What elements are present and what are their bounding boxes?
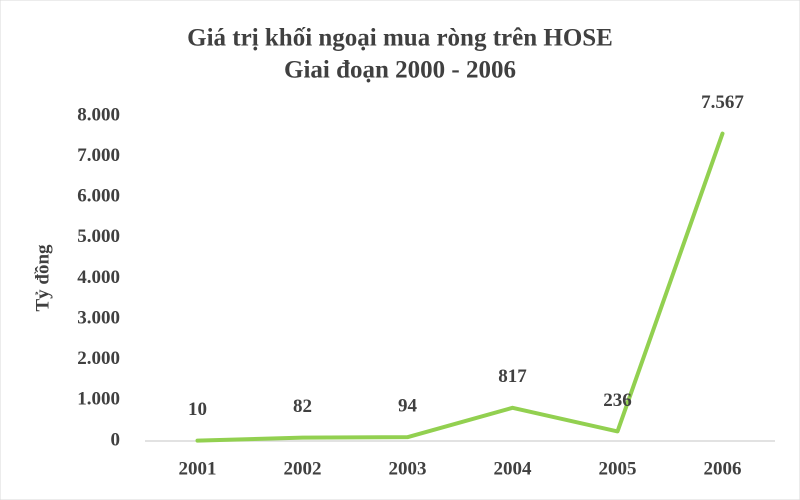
x-tick-label: 2004 — [494, 458, 533, 479]
data-label: 82 — [293, 396, 312, 417]
data-label: 10 — [188, 399, 207, 420]
y-tick-label: 0 — [111, 429, 121, 450]
x-tick-label: 2001 — [179, 458, 217, 479]
y-tick-label: 4.000 — [77, 267, 120, 288]
y-tick-label: 7.000 — [77, 145, 120, 166]
x-tick-label: 2003 — [389, 458, 427, 479]
data-label: 7.567 — [701, 92, 744, 113]
x-tick-label: 2002 — [284, 458, 322, 479]
data-line — [195, 131, 725, 443]
chart-title: Giá trị khối ngoại mua ròng trên HOSE — [187, 25, 613, 52]
y-tick-label: 8.000 — [77, 104, 120, 125]
x-tick-label: 2006 — [704, 458, 742, 479]
data-label: 94 — [398, 396, 418, 417]
y-tick-label: 1.000 — [77, 389, 120, 410]
chart-subtitle: Giai đoạn 2000 - 2006 — [284, 57, 516, 84]
y-tick-label: 2.000 — [77, 348, 120, 369]
data-label: 817 — [498, 366, 527, 387]
y-axis-label: Tỷ đồng — [32, 244, 53, 312]
data-label: 236 — [603, 390, 632, 411]
y-tick-label: 6.000 — [77, 186, 120, 207]
y-tick-label: 5.000 — [77, 226, 120, 247]
y-tick-label: 3.000 — [77, 307, 120, 328]
x-tick-label: 2005 — [599, 458, 637, 479]
